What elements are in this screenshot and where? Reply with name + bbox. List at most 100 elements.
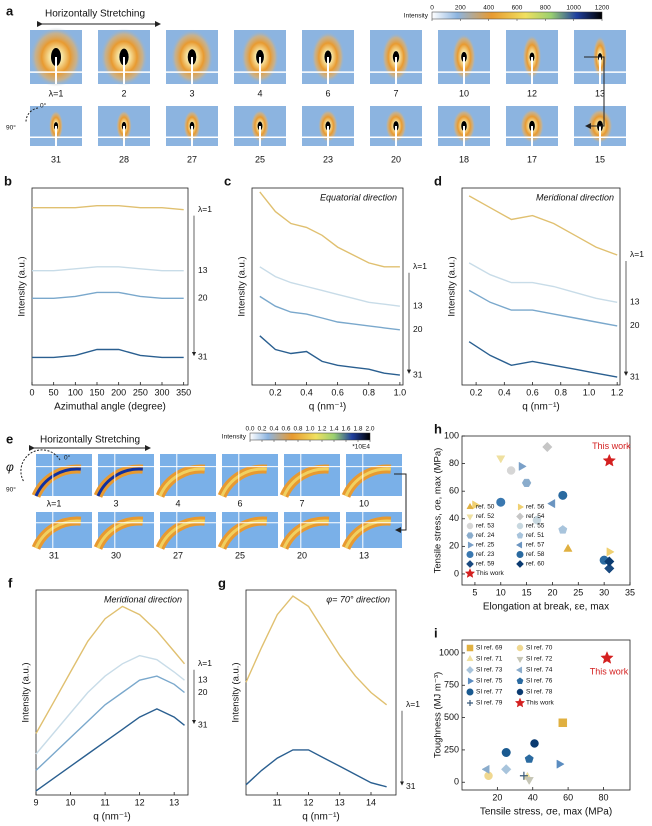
annotation: Equatorial direction	[320, 192, 397, 202]
image-label: 6	[325, 88, 330, 98]
pattern-arc	[34, 519, 81, 549]
x-tick-label: 1.2	[611, 387, 624, 397]
panel-label: a	[6, 3, 14, 18]
panel-label: g	[218, 575, 226, 590]
curve	[32, 291, 184, 299]
point	[532, 515, 542, 525]
point	[606, 547, 615, 557]
point	[524, 754, 534, 763]
legend-label: ref. 60	[526, 561, 545, 568]
colorbar-tick-label: 1000	[566, 5, 581, 12]
point	[558, 718, 568, 728]
legend-label: SI ref. 70	[526, 645, 553, 652]
colorbar-tick-label: 0.0	[245, 426, 254, 433]
x-tick-label: 12	[303, 797, 313, 807]
image-label: 4	[175, 498, 180, 508]
curve	[468, 289, 618, 327]
curve-label: 31	[406, 781, 416, 791]
image-label: 30	[111, 550, 121, 560]
colorbar-tick-label: 0.4	[269, 426, 278, 433]
angle-label: 90°	[6, 124, 16, 132]
plot-frame	[245, 589, 397, 796]
image-label: 17	[527, 154, 537, 164]
curve	[35, 605, 186, 734]
y-axis-label: Intensity (a.u.)	[231, 662, 242, 722]
point	[521, 478, 532, 487]
image-label: 3	[113, 498, 118, 508]
x-tick-label: 9	[33, 797, 38, 807]
pattern-arc	[282, 467, 329, 497]
colorbar-tick-label: 1.0	[305, 426, 314, 433]
angle-arc	[20, 449, 61, 483]
point	[600, 651, 614, 664]
x-tick-label: 0.2	[269, 387, 282, 397]
point	[516, 551, 524, 558]
point	[467, 677, 475, 685]
image-label: 2	[121, 88, 126, 98]
annotation: Meridional direction	[536, 192, 614, 202]
y-tick-label: 0	[454, 777, 459, 787]
point	[604, 563, 615, 574]
legend-label: ref. 52	[476, 513, 495, 520]
x-tick-label: 250	[133, 387, 148, 397]
x-tick-label: 0.4	[300, 387, 313, 397]
legend-label: SI ref. 72	[526, 656, 553, 663]
curve	[259, 335, 400, 376]
x-axis-label: q (nm⁻¹)	[302, 812, 340, 823]
x-tick-label: 200	[111, 387, 126, 397]
x-tick-label: 60	[563, 792, 573, 802]
x-axis-label: Elongation at break, εe, max	[483, 602, 609, 613]
colorbar-tick-label: 0.6	[281, 426, 290, 433]
y-axis-label: Intensity (a.u.)	[21, 662, 32, 722]
x-tick-label: 40	[528, 792, 538, 802]
curve	[468, 195, 618, 256]
image-label: 31	[51, 154, 61, 164]
colorbar-tick-label: 1.4	[329, 426, 338, 433]
image-label: 28	[119, 154, 129, 164]
curve-label: 20	[198, 687, 208, 697]
curve	[35, 708, 185, 792]
point	[464, 568, 476, 578]
point	[516, 560, 524, 568]
x-tick-label: 11	[100, 797, 109, 807]
image-label: 10	[359, 498, 369, 508]
curve-label: 13	[413, 300, 423, 310]
pattern-arc	[158, 519, 205, 549]
legend-label: ref. 56	[526, 504, 545, 511]
point	[519, 771, 528, 780]
point	[516, 688, 524, 696]
point	[602, 453, 617, 467]
image-label: 7	[299, 498, 304, 508]
image-label: 12	[527, 88, 537, 98]
x-tick-label: 1.0	[583, 387, 596, 397]
point	[501, 748, 511, 757]
legend-label: ref. 24	[476, 532, 495, 539]
curve-label: 13	[198, 265, 208, 275]
point	[466, 666, 474, 674]
curve-label: 20	[413, 324, 423, 334]
colorbar	[431, 11, 603, 20]
image-label: 23	[323, 154, 333, 164]
point	[516, 677, 524, 684]
annotation: φ= 70° direction	[326, 594, 390, 604]
curve-label: λ=1	[630, 249, 644, 259]
curve	[259, 266, 400, 307]
colorbar-tick-label: 1200	[595, 5, 610, 12]
x-tick-label: 10	[496, 587, 506, 597]
legend-label: ref. 54	[526, 513, 545, 520]
row-arrow	[394, 473, 407, 533]
x-tick-label: 0.8	[554, 387, 567, 397]
pattern-arc	[220, 467, 267, 497]
y-axis-label: Intensity (a.u.)	[17, 256, 28, 316]
y-tick-label: 500	[444, 712, 459, 722]
colorbar-multiplier: *10E4	[352, 444, 370, 451]
legend-label: SI ref. 71	[476, 656, 503, 663]
point	[466, 551, 474, 558]
x-tick-label: 0	[29, 387, 34, 397]
point	[466, 522, 474, 530]
image-label: 25	[235, 550, 245, 560]
point	[501, 764, 512, 775]
y-tick-label: 80	[449, 458, 459, 468]
point	[496, 497, 506, 507]
x-tick-label: 1.0	[394, 387, 407, 397]
